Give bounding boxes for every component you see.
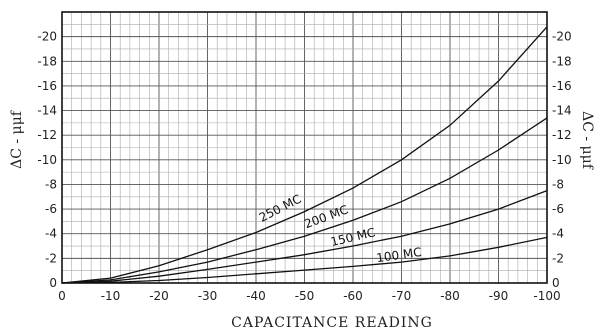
- series-line-200-mc: [61, 117, 548, 284]
- y-tick-label-right: -18: [552, 54, 572, 68]
- y-tick-label-left: -4: [45, 227, 57, 241]
- y-tick-label-right: -10: [552, 153, 572, 167]
- y-tick-label-right: -12: [552, 128, 572, 142]
- y-tick-label-left: -12: [37, 128, 57, 142]
- y-tick-label-right: -6: [552, 202, 564, 216]
- y-tick-label-left: -14: [37, 104, 57, 118]
- x-tick-label: -40: [246, 289, 266, 303]
- y-tick-label-right: -8: [552, 177, 564, 191]
- y-tick-label-right: -4: [552, 227, 564, 241]
- y-axis-title-right: ΔC - μμf: [579, 111, 595, 171]
- plot-frame: [61, 11, 548, 284]
- series-group: [61, 26, 548, 284]
- x-tick-label: -30: [198, 289, 218, 303]
- y-tick-label-right: -20: [552, 30, 572, 44]
- series-label-200-mc: 200 MC: [302, 202, 350, 231]
- series-line-100-mc: [61, 236, 548, 284]
- y-tick-label-right: -14: [552, 104, 572, 118]
- x-tick-label: 0: [58, 289, 66, 303]
- x-tick-label: -60: [343, 289, 363, 303]
- series-line-150-mc: [61, 189, 548, 284]
- y-tick-label-right: -16: [552, 79, 572, 93]
- x-tick-label: -20: [149, 289, 169, 303]
- y-tick-label-left: -8: [45, 177, 57, 191]
- x-axis-title: CAPACITANCE READING: [231, 315, 433, 331]
- x-tick-label: -80: [440, 289, 460, 303]
- series-line-250-mc: [61, 26, 548, 284]
- y-tick-label-right: -2: [552, 251, 564, 265]
- x-tick-label: -10: [101, 289, 121, 303]
- y-tick-label-left: 0: [49, 276, 57, 290]
- y-tick-labels-left: 0 -2 -4 -6 -8 -10 -12 -14 -16 -18 -20: [37, 30, 57, 290]
- y-tick-label-left: -2: [45, 251, 57, 265]
- x-tick-labels: 0 -10 -20 -30 -40 -50 -60 -70 -80 -90 -100: [58, 289, 560, 303]
- y-tick-labels-right: 0 -2 -4 -6 -8 -10 -12 -14 -16 -18 -20: [552, 30, 572, 290]
- y-tick-label-left: -6: [45, 202, 57, 216]
- y-tick-label-left: -18: [37, 54, 57, 68]
- y-axis-title-left: ΔC - μμf: [9, 109, 25, 169]
- y-tick-label-left: -20: [37, 30, 57, 44]
- grid: [61, 11, 548, 284]
- series-label-100-mc: 100 MC: [375, 245, 422, 265]
- x-tick-label: -90: [489, 289, 509, 303]
- x-tick-label: -50: [295, 289, 315, 303]
- x-tick-label: -70: [392, 289, 412, 303]
- x-tick-label: -100: [533, 289, 560, 303]
- y-tick-label-right: 0: [552, 276, 560, 290]
- y-tick-label-left: -16: [37, 79, 57, 93]
- y-tick-label-left: -10: [37, 153, 57, 167]
